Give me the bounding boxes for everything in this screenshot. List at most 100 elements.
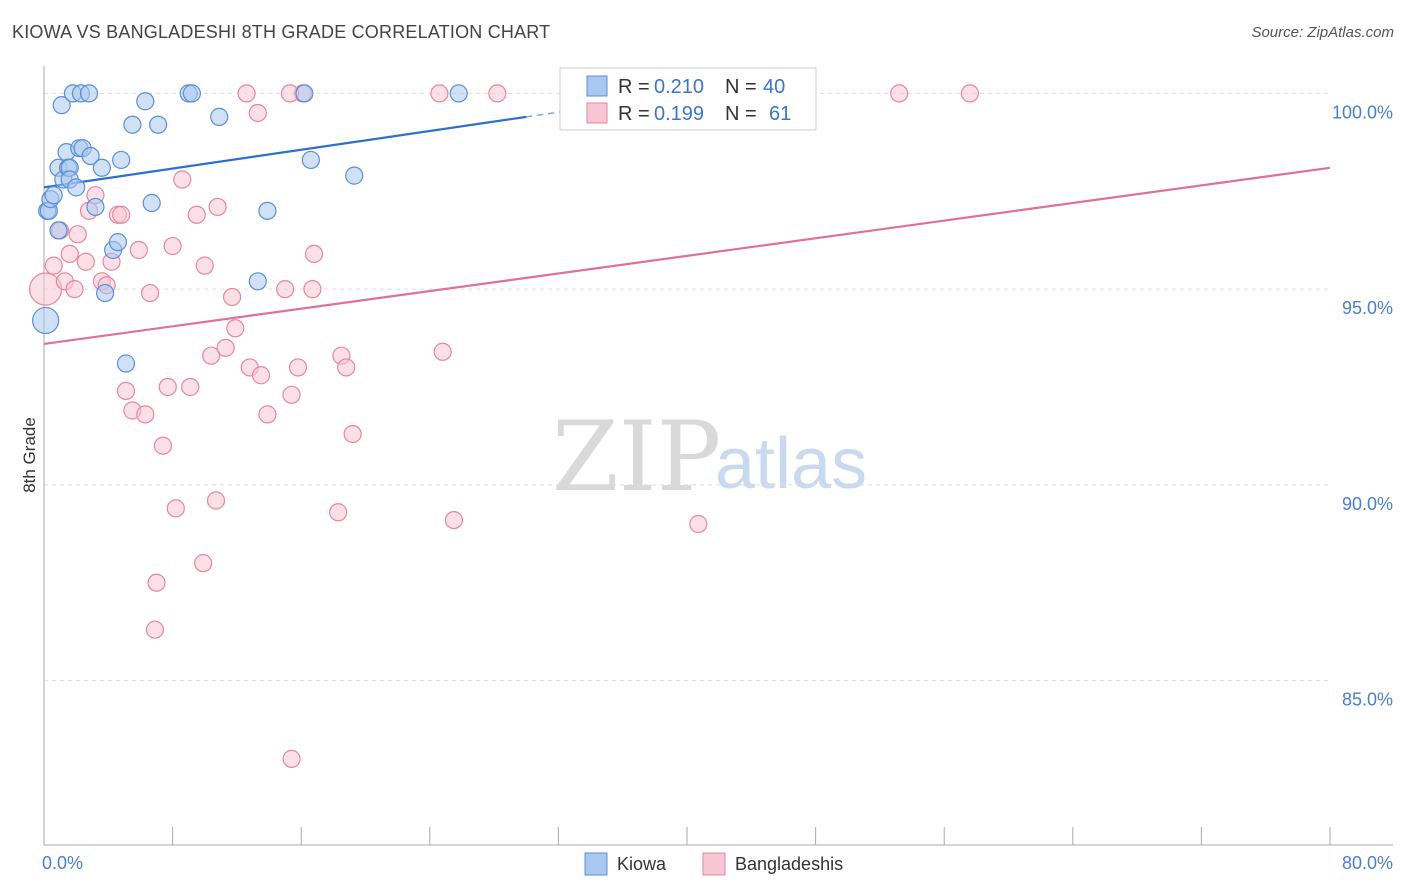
bangladeshi-point bbox=[216, 338, 235, 357]
kiowa-point bbox=[210, 107, 229, 126]
bangladeshi-point bbox=[890, 84, 909, 103]
bangladeshi-point bbox=[248, 103, 267, 123]
bangladeshi-point bbox=[251, 366, 271, 385]
bangladeshi-point bbox=[237, 84, 256, 103]
kiowa-point bbox=[95, 283, 115, 303]
bangladeshi-point bbox=[140, 283, 160, 303]
bangladeshi-point bbox=[444, 510, 464, 530]
bangladeshi-point bbox=[136, 405, 155, 424]
kiowa-point bbox=[123, 115, 142, 134]
y-tick-label: 95.0% bbox=[1342, 298, 1393, 318]
bangladeshi-point bbox=[173, 170, 192, 189]
bangladeshi-point bbox=[181, 377, 200, 397]
kiowa-point bbox=[182, 84, 201, 103]
bangladeshi-point bbox=[430, 84, 449, 103]
kiowa-n-value: 40 bbox=[763, 76, 785, 98]
y-tick-label: 90.0% bbox=[1342, 494, 1393, 514]
kiowa-point bbox=[142, 193, 161, 213]
bangladeshi-point bbox=[153, 436, 173, 455]
y-tick-label: 100.0% bbox=[1332, 102, 1393, 122]
kiowa-point bbox=[136, 92, 155, 111]
bangladeshi-point bbox=[163, 236, 182, 256]
kiowa-point bbox=[248, 272, 267, 291]
bangladeshi-point bbox=[112, 205, 131, 224]
y-tick-label: 85.0% bbox=[1342, 690, 1393, 710]
bangladeshi-point bbox=[282, 749, 301, 768]
bangla-n-value: 61 bbox=[769, 103, 791, 125]
kiowa-point bbox=[295, 84, 314, 103]
kiowa-r-label: R = bbox=[618, 76, 650, 98]
kiowa-trend-line bbox=[43, 115, 527, 189]
grid bbox=[44, 92, 1330, 682]
bangladeshi-point bbox=[116, 381, 136, 401]
bangladeshi-point bbox=[166, 499, 185, 518]
kiowa-legend-swatch bbox=[586, 75, 608, 97]
bangladeshi-point bbox=[65, 280, 84, 299]
y-axis-title: 8th Grade bbox=[20, 417, 39, 493]
bangladeshi-point bbox=[276, 280, 295, 299]
kiowa-point bbox=[81, 146, 100, 166]
kiowa-point bbox=[79, 84, 99, 103]
bangladeshi-point bbox=[44, 256, 63, 275]
bangladeshi-point bbox=[208, 197, 227, 217]
bangladeshi-point bbox=[158, 377, 177, 397]
bangladeshi-point bbox=[76, 252, 95, 271]
bangladeshi-point bbox=[303, 280, 322, 299]
bangla-bottom-swatch bbox=[702, 852, 726, 876]
kiowa-point bbox=[92, 158, 111, 177]
kiowa-bottom-label: Kiowa bbox=[617, 854, 667, 874]
bangladeshi-point bbox=[187, 205, 206, 224]
bangladeshi-point bbox=[343, 424, 362, 444]
kiowa-point bbox=[32, 306, 60, 335]
bangla-bottom-label: Bangladeshis bbox=[735, 854, 843, 874]
kiowa-point bbox=[301, 150, 320, 170]
kiowa-point bbox=[149, 115, 168, 134]
stats-legend: R = 0.210 N = 40 R = 0.199 N = 61 bbox=[559, 67, 817, 131]
bangladeshi-point bbox=[329, 503, 348, 522]
bangladeshi-point bbox=[195, 256, 214, 275]
kiowa-point bbox=[67, 178, 86, 197]
bangladeshi-point bbox=[194, 554, 213, 573]
bangladeshi-point bbox=[60, 244, 79, 263]
bangladeshi-point bbox=[288, 358, 308, 377]
bangladeshi-point bbox=[689, 514, 708, 534]
bangladeshi-point bbox=[282, 385, 301, 404]
bangla-r-value: 0.199 bbox=[654, 103, 704, 125]
bangladeshi-point bbox=[488, 84, 507, 103]
kiowa-point bbox=[52, 96, 71, 115]
x-tick-label-max: 80.0% bbox=[1342, 853, 1393, 873]
bangladeshi-point bbox=[337, 358, 356, 377]
bangladeshi-point bbox=[206, 491, 226, 510]
series-legend: Kiowa Bangladeshis bbox=[584, 852, 843, 876]
kiowa-point bbox=[449, 84, 468, 103]
bangladeshi-point bbox=[960, 84, 980, 103]
kiowa-point bbox=[44, 186, 63, 205]
chart-title: KIOWA VS BANGLADESHI 8TH GRADE CORRELATI… bbox=[12, 22, 551, 42]
kiowa-point bbox=[116, 354, 136, 373]
chart-source: Source: ZipAtlas.com bbox=[1251, 24, 1394, 41]
watermark-zip: ZIP bbox=[552, 401, 721, 513]
watermark-atlas: atlas bbox=[715, 424, 867, 504]
kiowa-point bbox=[86, 197, 105, 217]
bangladeshi-point bbox=[433, 342, 452, 361]
bangla-legend-swatch bbox=[586, 102, 608, 124]
bangla-n-label: N = bbox=[725, 103, 757, 125]
tick-labels: 100.0% 95.0% 90.0% 85.0% 0.0% 80.0% bbox=[42, 102, 1393, 873]
bangladeshi-point bbox=[222, 287, 242, 307]
trend-lines bbox=[43, 106, 1331, 346]
kiowa-bottom-swatch bbox=[584, 852, 608, 876]
bangla-r-label: R = bbox=[618, 103, 650, 125]
kiowa-point bbox=[108, 233, 128, 252]
kiowa-n-label: N = bbox=[725, 76, 757, 98]
kiowa-point bbox=[258, 201, 277, 220]
x-tick-label-min: 0.0% bbox=[42, 853, 83, 873]
kiowa-point bbox=[112, 150, 131, 170]
data-points bbox=[29, 84, 980, 768]
bangladeshi-point bbox=[145, 620, 165, 639]
bangladeshi-point bbox=[68, 225, 87, 244]
bangladeshi-trend-line bbox=[43, 166, 1331, 346]
bangladeshi-point bbox=[202, 346, 221, 365]
kiowa-point bbox=[49, 221, 68, 240]
kiowa-r-value: 0.210 bbox=[654, 76, 704, 98]
